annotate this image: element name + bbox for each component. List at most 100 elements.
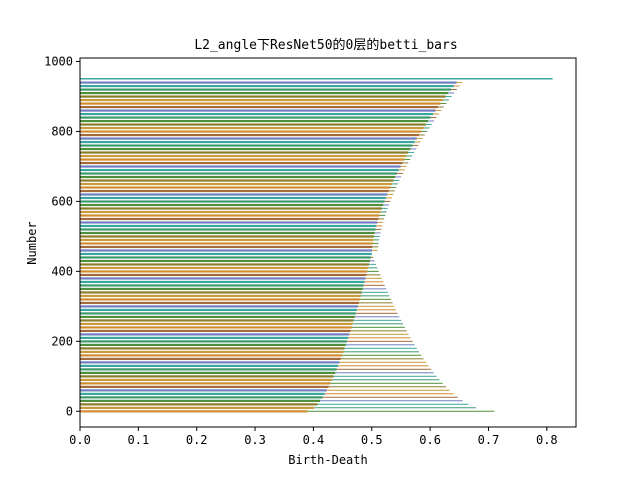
betti-bar-tail [363, 284, 385, 286]
betti-bar-tail [349, 333, 409, 335]
betti-bar [80, 228, 376, 231]
betti-bar [80, 168, 399, 172]
betti-bar [80, 161, 403, 165]
betti-bar [80, 151, 409, 154]
betti-bar-tail [425, 123, 432, 125]
betti-bar [80, 144, 413, 147]
betti-bar [80, 326, 352, 329]
betti-bar [80, 361, 340, 364]
betti-bar-tail [404, 158, 411, 160]
betti-bar [80, 403, 318, 406]
betti-bar [80, 389, 327, 392]
betti-bar-tail [369, 263, 376, 265]
betti-bar-tail [358, 302, 393, 304]
betti-bar-tail [381, 207, 388, 209]
betti-bar-tail [340, 358, 424, 360]
betti-bar-tail [443, 99, 449, 101]
betti-bar-tail [414, 141, 421, 143]
y-axis-ticks: 0 200 400 600 800 1000 [44, 54, 80, 418]
betti-bar-tail [428, 120, 435, 122]
betti-bar-tail [364, 281, 384, 283]
betti-bar-tail [359, 298, 391, 300]
betti-bar-tail [377, 221, 384, 223]
betti-bar-tail [402, 162, 409, 164]
betti-bar-tail [344, 347, 417, 349]
betti-bar-tail [456, 81, 463, 83]
betti-bar [80, 119, 429, 123]
betti-bar-tail [328, 386, 446, 388]
betti-bar [80, 81, 457, 84]
betti-bar-tail [370, 260, 375, 262]
betti-bar [80, 165, 401, 168]
betti-bar-tail [371, 249, 378, 251]
betti-bar [80, 382, 331, 385]
betti-bar-tail [378, 218, 385, 220]
x-tick-label: 0.1 [128, 433, 150, 447]
betti-bar-tail [342, 354, 422, 356]
betti-bar [80, 315, 355, 319]
betti-bar-tail [326, 389, 450, 391]
y-tick-label: 0 [66, 404, 73, 418]
betti-bar [80, 221, 378, 224]
betti-bar-tail [373, 235, 380, 237]
betti-bar [80, 308, 357, 312]
betti-bar-tail [453, 85, 460, 87]
betti-bar-tail [385, 197, 392, 199]
betti-bar-tail [412, 144, 419, 146]
betti-bar [80, 350, 344, 354]
betti-bar-tail [451, 88, 457, 90]
betti-bar-tail [352, 323, 403, 325]
betti-bar [80, 109, 436, 112]
betti-bar [80, 217, 379, 221]
betti-bar-tail [375, 228, 382, 230]
betti-bar [80, 98, 444, 102]
betti-bar-tail [445, 95, 452, 97]
betti-bar [80, 312, 356, 315]
betti-bar [80, 294, 361, 298]
x-tick-label: 0.0 [69, 433, 91, 447]
betti-bar-tail [433, 113, 439, 115]
betti-bar [80, 277, 366, 280]
x-tick-label: 0.3 [244, 433, 266, 447]
betti-bar-tail [373, 239, 380, 241]
chart-title: L2_angle下ResNet50的0层的betti_bars [194, 37, 457, 53]
betti-bar [80, 105, 438, 109]
betti-bar [80, 329, 351, 333]
betti-bar [80, 140, 415, 144]
betti-bar-tail [384, 200, 391, 202]
betti-bar [80, 333, 350, 336]
betti-bar [80, 231, 375, 235]
betti-bar [80, 291, 362, 294]
betti-bar-tail [391, 183, 398, 185]
betti-bar [80, 196, 386, 200]
betti-bar [80, 186, 391, 189]
betti-bar-tail [335, 372, 434, 374]
betti-bar [80, 137, 417, 140]
betti-bar [80, 263, 370, 266]
betti-bar-tail [387, 193, 394, 195]
betti-bar-tail [379, 214, 386, 216]
betti-bar-tail [383, 204, 390, 206]
betti-bar [80, 84, 454, 88]
betti-bar [80, 280, 365, 284]
betti-bar-tail [320, 400, 463, 402]
betti-bar-tail [380, 211, 387, 213]
betti-bar [80, 287, 363, 291]
betti-bar [80, 347, 345, 350]
betti-bar-tail [367, 270, 379, 272]
betti-bar-tail [368, 267, 378, 269]
betti-bar [80, 88, 452, 91]
betti-bar-tail [343, 351, 419, 353]
betti-bar-tail [408, 151, 415, 153]
betti-bar [80, 298, 360, 301]
betti-bar [80, 266, 369, 270]
betti-bar [80, 123, 426, 126]
betti-bar [80, 102, 441, 105]
betti-bar [80, 189, 389, 193]
betti-bar-tail [353, 319, 402, 321]
x-tick-label: 0.5 [361, 433, 383, 447]
y-tick-label: 400 [51, 264, 73, 278]
betti-bar-tail [339, 361, 426, 363]
betti-bar [80, 392, 325, 395]
betti-bar-tail [351, 326, 405, 328]
